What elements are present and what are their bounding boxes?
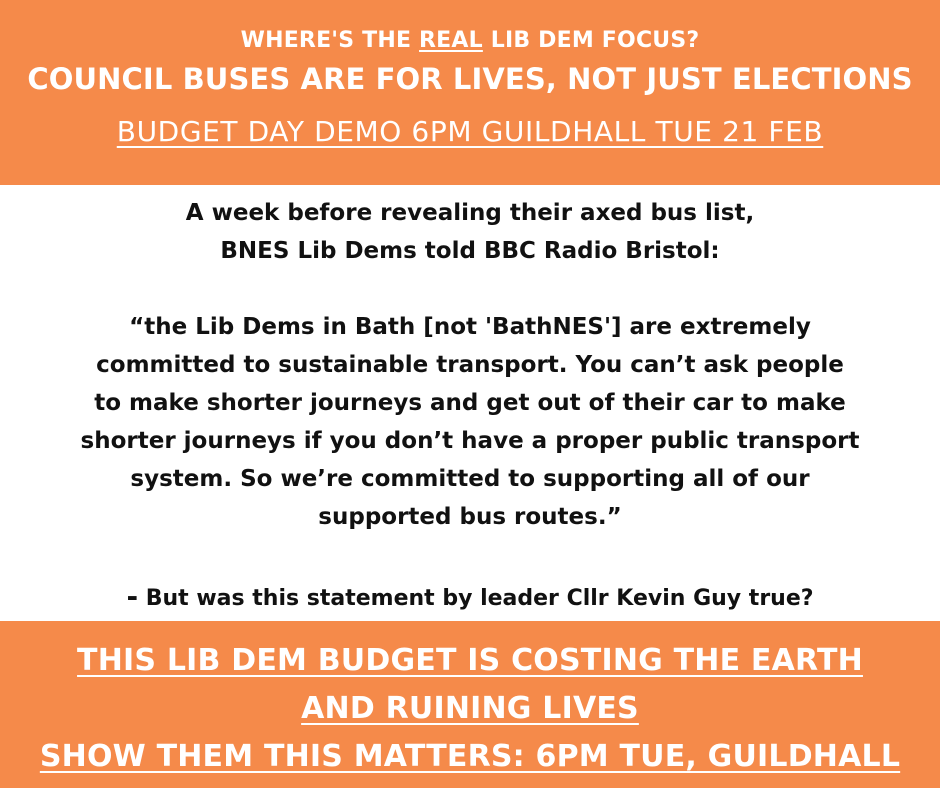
- quote-line: “the Lib Dems in Bath [not 'BathNES'] ar…: [129, 314, 811, 340]
- quote-line: system. So we’re committed to supporting…: [130, 466, 810, 492]
- top-banner: WHERE'S THE REAL LIB DEM FOCUS? COUNCIL …: [0, 0, 940, 185]
- kicker-after: LIB DEM FOCUS?: [482, 28, 700, 53]
- spacer: [0, 270, 940, 308]
- question-dash: -: [126, 580, 139, 613]
- kicker-before: WHERE'S THE: [240, 28, 420, 53]
- bottom-line-1: THIS LIB DEM BUDGET IS COSTING THE EARTH: [77, 643, 863, 678]
- bottom-line-2: AND RUINING LIVES: [301, 691, 639, 726]
- quote-line: committed to sustainable transport. You …: [96, 352, 844, 378]
- body-text: A week before revealing their axed bus l…: [0, 194, 940, 536]
- quote-line: supported bus routes.”: [318, 504, 622, 530]
- quote-line: to make shorter journeys and get out of …: [94, 390, 846, 416]
- intro-line: A week before revealing their axed bus l…: [185, 200, 755, 226]
- bottom-banner: THIS LIB DEM BUDGET IS COSTING THE EARTH…: [0, 621, 940, 788]
- bottom-line-3: SHOW THEM THIS MATTERS: 6PM TUE, GUILDHA…: [39, 739, 901, 774]
- headline: COUNCIL BUSES ARE FOR LIVES, NOT JUST EL…: [27, 62, 913, 96]
- demo-announcement: BUDGET DAY DEMO 6PM GUILDHALL TUE 21 FEB: [116, 115, 824, 148]
- question-text: But was this statement by leader Cllr Ke…: [138, 586, 814, 611]
- quote-line: shorter journeys if you don’t have a pro…: [80, 428, 860, 454]
- intro-line: BNES Lib Dems told BBC Radio Bristol:: [220, 238, 720, 264]
- question-line: - But was this statement by leader Cllr …: [0, 581, 940, 615]
- kicker-emphasis: REAL: [419, 28, 483, 53]
- kicker-text: WHERE'S THE REAL LIB DEM FOCUS?: [0, 26, 940, 56]
